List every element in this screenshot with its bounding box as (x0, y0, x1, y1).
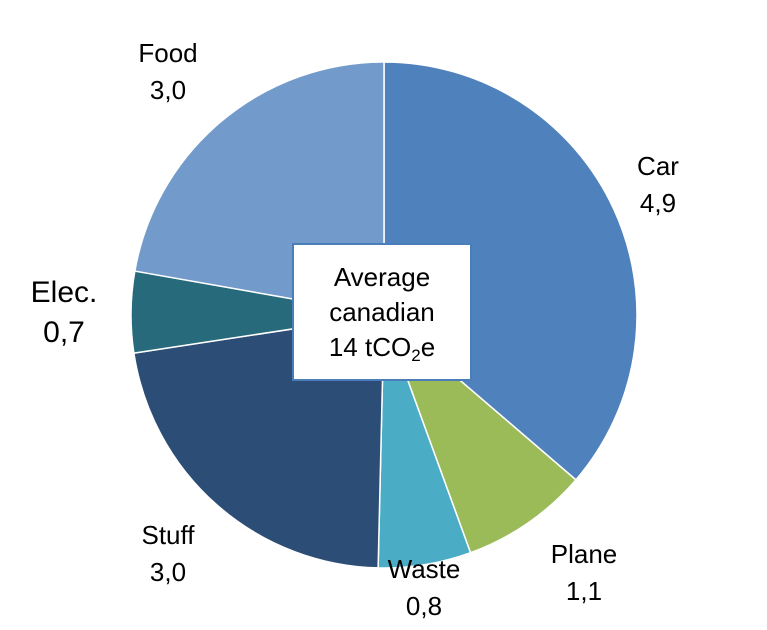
slice-label-car: Car 4,9 (637, 151, 679, 218)
pie-slice-car (383, 61, 638, 481)
center-line-1: Average (333, 261, 431, 292)
center-line-2: canadian (329, 296, 435, 327)
slice-label-waste: Waste 0,8 (388, 554, 461, 621)
slice-label-elec: Elec. 0,7 (31, 276, 98, 349)
slice-label-plane: Plane 1,1 (551, 539, 618, 606)
center-line-3: 14 tCO2e (329, 330, 435, 365)
center-line-3-prefix: 14 tCO (328, 331, 412, 362)
center-line-3-sub: 2 (411, 345, 421, 365)
slice-label-stuff: Stuff 3,0 (141, 520, 195, 587)
center-label: Average canadian 14 tCO2e (292, 243, 472, 381)
center-line-3-suffix: e (420, 331, 436, 362)
slice-label-food: Food 3,0 (138, 38, 197, 105)
